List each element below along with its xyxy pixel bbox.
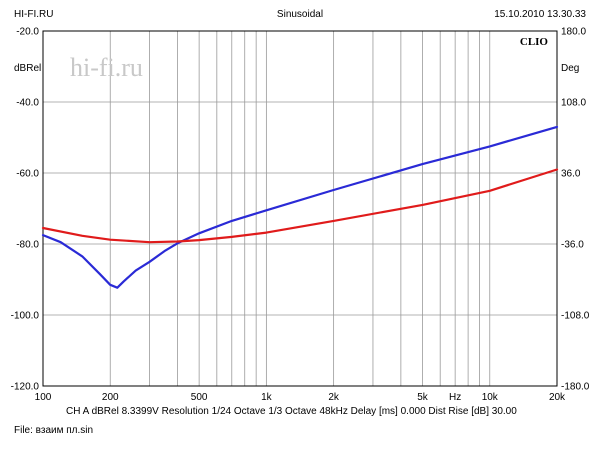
header-timestamp: 15.10.2010 13.30.33 bbox=[494, 9, 586, 20]
grid-lines bbox=[43, 31, 557, 386]
measurement-settings: CH A dBRel 8.3399V Resolution 1/24 Octav… bbox=[66, 406, 517, 417]
brand-label: CLIO bbox=[520, 36, 549, 48]
x-tick-label: 2k bbox=[328, 392, 340, 403]
x-tick-label: 20k bbox=[549, 392, 566, 403]
y-tick-label: -20.0 bbox=[16, 27, 39, 38]
y2-tick-label: 108.0 bbox=[561, 98, 586, 109]
y2-tick-label: 180.0 bbox=[561, 27, 586, 38]
series-line-2 bbox=[41, 168, 559, 244]
y2-tick-label: 36.0 bbox=[561, 169, 581, 180]
header-title: Sinusoidal bbox=[276, 9, 324, 20]
y2-tick-label: -180.0 bbox=[561, 382, 590, 393]
x-tick-label: 1k bbox=[261, 392, 273, 403]
y2-tick-label: -36.0 bbox=[561, 240, 584, 251]
header-app-name: HI-FI.RU bbox=[14, 9, 54, 20]
file-name: File: взаим пл.sin bbox=[14, 425, 94, 436]
x-tick-label: 5k bbox=[417, 392, 429, 403]
y-tick-label: -100.0 bbox=[11, 311, 40, 322]
y2-tick-label: -108.0 bbox=[561, 311, 590, 322]
x-tick-label: 200 bbox=[102, 392, 119, 403]
x-tick-label: 10k bbox=[482, 392, 499, 403]
x-tick-label: 500 bbox=[191, 392, 208, 403]
series-layer bbox=[41, 125, 559, 289]
y-tick-label: -120.0 bbox=[11, 382, 40, 393]
y-tick-label: -80.0 bbox=[16, 240, 39, 251]
x-tick-label: 100 bbox=[35, 392, 52, 403]
y2-axis-label: Deg bbox=[561, 63, 579, 74]
watermark-text: hi-fi.ru bbox=[70, 53, 143, 82]
y-tick-label: -60.0 bbox=[16, 169, 39, 180]
plot-frame bbox=[42, 30, 558, 387]
series-line-1 bbox=[41, 125, 559, 289]
y-axis-label: dBRel bbox=[14, 63, 41, 74]
ticks-layer: -20.0 -40.0 -60.0 -80.0 -100.0 -120.0 180.0 108… bbox=[11, 27, 590, 404]
x-tick-label: Hz bbox=[449, 392, 461, 403]
y-tick-label: -40.0 bbox=[16, 98, 39, 109]
